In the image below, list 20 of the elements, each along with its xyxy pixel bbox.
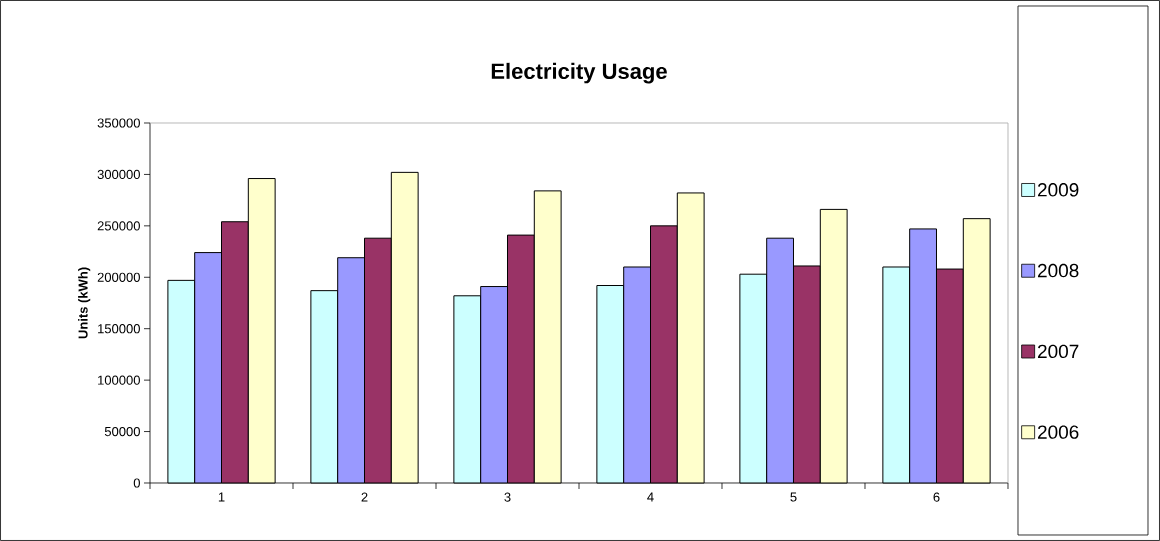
y-tick-label: 300000 xyxy=(97,169,140,180)
x-tick-label: 3 xyxy=(504,492,511,502)
x-tick-label: 1 xyxy=(218,492,225,502)
y-tick-label: 250000 xyxy=(97,221,140,231)
legend-label: 2007 xyxy=(1037,344,1079,359)
y-tick-label: 150000 xyxy=(98,324,140,334)
y-tick-label: 50000 xyxy=(104,426,140,437)
y-tick-label: 100000 xyxy=(98,375,140,385)
y-axis-title: Units (kWh) xyxy=(78,267,91,339)
x-tick-label: 5 xyxy=(790,492,797,502)
y-tick-label: 0 xyxy=(133,478,140,488)
y-tick-label: 200000 xyxy=(97,272,140,282)
legend-label: 2009 xyxy=(1037,183,1079,197)
x-tick-label: 6 xyxy=(933,492,940,502)
chart-title: Electricity Usage xyxy=(491,62,667,84)
legend-label: 2006 xyxy=(1037,425,1079,439)
x-tick-label: 2 xyxy=(361,492,368,502)
legend-label: 2008 xyxy=(1037,263,1079,278)
x-tick-label: 4 xyxy=(647,492,654,502)
y-tick-label: 350000 xyxy=(97,118,140,128)
